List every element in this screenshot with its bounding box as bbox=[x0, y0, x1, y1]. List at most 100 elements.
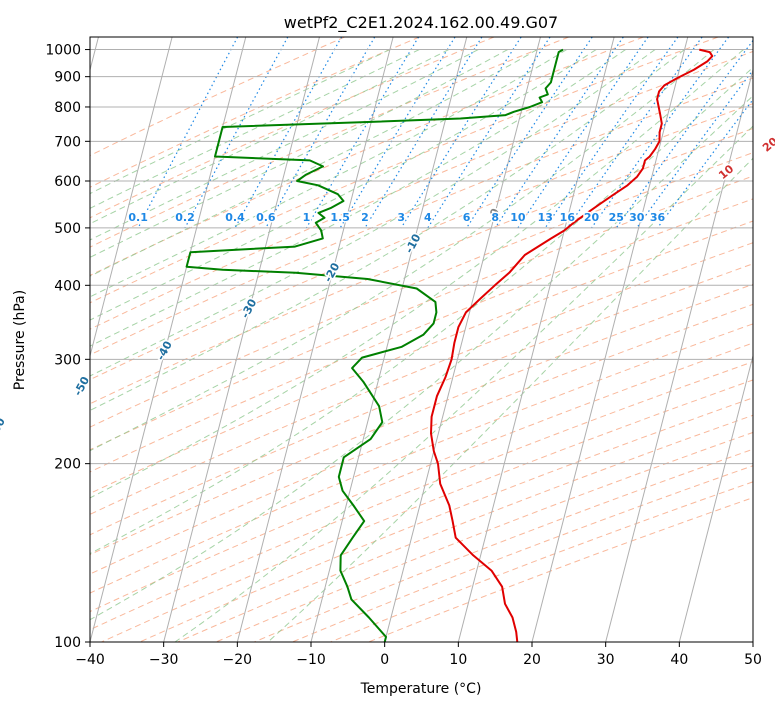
dry-adiabat bbox=[90, 37, 644, 277]
mixing-ratio-line bbox=[657, 98, 753, 229]
moist-adiabat bbox=[90, 49, 626, 347]
x-tick-label: 50 bbox=[744, 652, 762, 668]
y-tick-label: 200 bbox=[54, 457, 81, 473]
dry-adiabat bbox=[139, 397, 753, 642]
dry-adiabat bbox=[90, 77, 753, 356]
isotherm-line bbox=[310, 37, 468, 642]
mixing-ratio-label: 0.1 bbox=[128, 211, 148, 224]
isotherm-line bbox=[457, 37, 615, 642]
mixing-ratio-label: 2 bbox=[361, 211, 369, 224]
pressure-grid bbox=[90, 49, 753, 642]
mixing-ratio-line bbox=[636, 69, 753, 229]
isotherm-line bbox=[605, 67, 753, 642]
dry-adiabat bbox=[90, 263, 753, 536]
y-tick-label: 300 bbox=[54, 352, 81, 368]
mixing-ratio-line bbox=[339, 37, 456, 229]
mixing-ratio-line bbox=[400, 37, 522, 229]
mixing-ratio-label: 0.2 bbox=[175, 211, 195, 224]
dry-adiabat bbox=[90, 50, 753, 330]
mixing-ratio-label: 3 bbox=[397, 211, 405, 224]
dry-adiabat bbox=[90, 220, 753, 494]
dry-adiabat bbox=[90, 37, 420, 188]
dry-adiabat bbox=[90, 323, 753, 594]
mixing-ratio-label: 4 bbox=[424, 211, 432, 224]
mixing-ratio-line bbox=[305, 37, 420, 229]
mixing-ratio-line bbox=[234, 37, 343, 229]
y-tick-label: 600 bbox=[54, 174, 81, 190]
dry-adiabat bbox=[90, 303, 753, 575]
mixing-ratio-label: 36 bbox=[650, 211, 666, 224]
isotherm-label: -20 bbox=[322, 260, 343, 284]
mixing-ratio-line bbox=[137, 37, 239, 229]
mixing-ratio-line bbox=[566, 37, 703, 229]
dry-adiabat bbox=[368, 497, 753, 642]
mixing-ratio-label: 20 bbox=[584, 211, 600, 224]
adiabat-label: 20 bbox=[760, 135, 775, 155]
dry-adiabat bbox=[330, 481, 753, 642]
mixing-ratio-line bbox=[517, 37, 649, 229]
moist-adiabat bbox=[90, 95, 753, 621]
isotherm-label: -10 bbox=[403, 231, 424, 255]
moist-adiabat bbox=[90, 49, 391, 195]
dewpoint-profile bbox=[185, 48, 564, 642]
mixing-ratio-line bbox=[615, 39, 753, 229]
dry-adiabat bbox=[90, 175, 753, 451]
isotherm-line bbox=[752, 639, 753, 642]
mixing-ratio-label: 13 bbox=[538, 211, 553, 224]
mixing-ratio-line bbox=[544, 37, 679, 229]
dry-adiabat bbox=[90, 198, 753, 473]
dry-adiabat bbox=[90, 242, 753, 515]
mixing-ratio-label: 10 bbox=[510, 211, 526, 224]
isotherm-line bbox=[384, 37, 541, 642]
plot-frame bbox=[89, 36, 754, 643]
moist-adiabat bbox=[90, 49, 509, 258]
mixing-ratio-label: 1 bbox=[303, 211, 311, 224]
isotherm-label: -60 bbox=[0, 415, 8, 439]
dry-adiabat bbox=[90, 37, 495, 219]
moist-adiabat bbox=[90, 49, 744, 499]
chart-title: wetPf2_C2E1.2024.162.00.49.G07 bbox=[284, 13, 558, 33]
mixing-ratio-label: 6 bbox=[463, 211, 471, 224]
moist-adiabat bbox=[90, 66, 753, 555]
x-axis-ticks: −40 −30 −20 −10 0 10 20 30 40 50 bbox=[75, 642, 762, 668]
mixing-ratio-label: 0.6 bbox=[256, 211, 276, 224]
moist-adiabat bbox=[90, 49, 420, 209]
dry-adiabat bbox=[90, 361, 753, 631]
mixing-ratio-label: 1.5 bbox=[330, 211, 350, 224]
x-tick-label: 0 bbox=[380, 652, 389, 668]
moist-adiabat bbox=[90, 49, 479, 241]
x-tick-label: 40 bbox=[670, 652, 688, 668]
y-tick-label: 800 bbox=[54, 100, 81, 116]
isotherm-line bbox=[90, 37, 173, 358]
mixing-ratio-label: 16 bbox=[560, 211, 576, 224]
isotherm-line bbox=[678, 353, 753, 642]
mixing-ratio-label: 30 bbox=[629, 211, 645, 224]
y-tick-label: 1000 bbox=[45, 43, 81, 59]
y-tick-label: 400 bbox=[54, 278, 81, 294]
mixing-ratio-line bbox=[494, 37, 624, 229]
moist-adiabat bbox=[90, 49, 597, 321]
dry-adiabat bbox=[90, 37, 569, 248]
isotherm-line bbox=[163, 37, 320, 642]
temperature-profile bbox=[430, 48, 714, 642]
isotherm-label: -50 bbox=[71, 374, 92, 398]
x-tick-label: −10 bbox=[296, 652, 326, 668]
y-axis-ticks: 100 200 300 400 500 600 700 800 900 1000 bbox=[45, 43, 90, 651]
moist-adiabat bbox=[267, 157, 753, 642]
dry-adiabat bbox=[101, 379, 753, 642]
x-axis-title: Temperature (°C) bbox=[360, 681, 482, 697]
x-tick-label: 20 bbox=[523, 652, 541, 668]
mixing-ratio-line bbox=[265, 37, 376, 229]
moist-adiabat bbox=[174, 125, 753, 642]
x-tick-label: −20 bbox=[223, 652, 253, 668]
dry-adiabat bbox=[90, 127, 753, 405]
y-axis-title: Pressure (hPa) bbox=[12, 290, 28, 390]
mixing-ratio-line bbox=[184, 37, 289, 229]
dry-adiabat bbox=[90, 103, 753, 381]
y-tick-label: 100 bbox=[54, 635, 81, 651]
mixing-ratio-line bbox=[427, 37, 551, 229]
isotherm-line bbox=[236, 37, 394, 642]
y-tick-label: 500 bbox=[54, 221, 81, 237]
